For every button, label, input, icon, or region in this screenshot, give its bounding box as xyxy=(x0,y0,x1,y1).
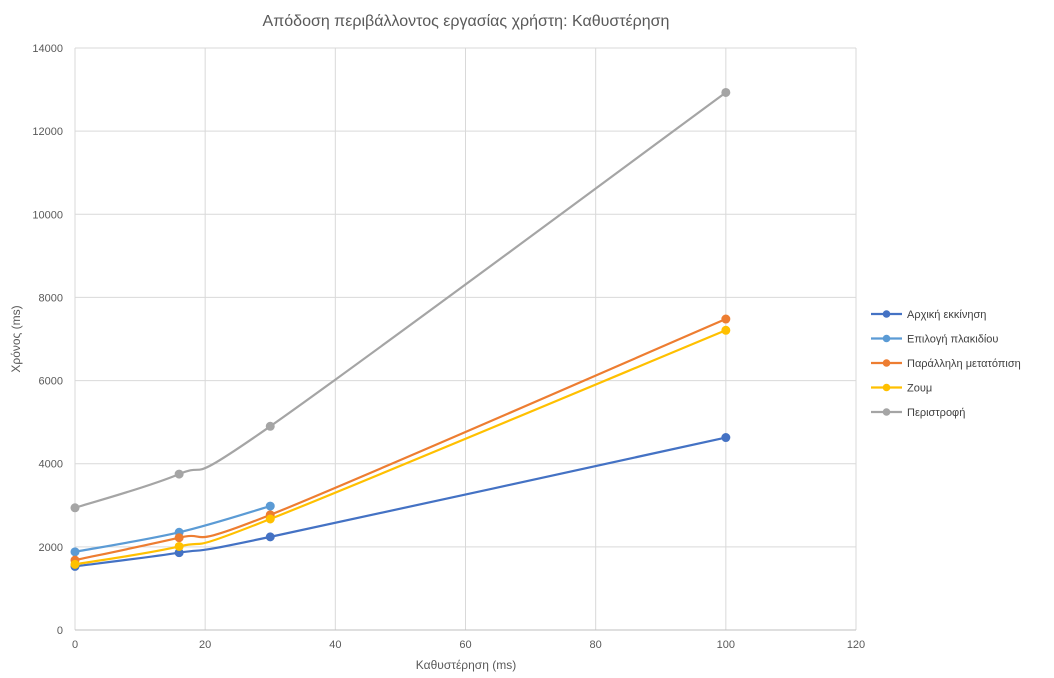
data-point xyxy=(71,504,79,512)
series-line xyxy=(75,330,726,564)
series-line xyxy=(75,92,726,507)
data-point xyxy=(266,533,274,541)
data-point xyxy=(722,88,730,96)
legend-label: Παράλληλη μετατόπιση xyxy=(907,358,1021,370)
series-line xyxy=(75,319,726,560)
y-tick-label: 0 xyxy=(57,625,63,637)
series-3 xyxy=(71,326,730,568)
x-axis-title: Καθυστέρηση (ms) xyxy=(416,658,516,672)
y-tick-label: 14000 xyxy=(32,43,63,55)
legend-item: Περιστροφή xyxy=(871,407,965,419)
y-tick-label: 10000 xyxy=(32,209,63,221)
x-tick-label: 60 xyxy=(459,639,471,651)
legend-label: Αρχική εκκίνηση xyxy=(907,309,986,321)
data-point xyxy=(722,315,730,323)
data-point xyxy=(266,515,274,523)
grid xyxy=(75,48,856,630)
y-tick-label: 8000 xyxy=(39,292,63,304)
y-tick-label: 6000 xyxy=(39,376,63,388)
legend-marker xyxy=(883,359,891,367)
x-tick-label: 100 xyxy=(717,639,735,651)
x-tick-label: 120 xyxy=(847,639,865,651)
x-tick-label: 80 xyxy=(590,639,602,651)
legend-marker xyxy=(883,408,891,416)
x-tick-label: 20 xyxy=(199,639,211,651)
y-axis-ticks: 0 2000 4000 6000 8000 10000 12000 14000 xyxy=(32,43,63,637)
series-0 xyxy=(71,434,730,571)
y-axis-title: Χρόνος (ms) xyxy=(9,305,23,372)
data-point xyxy=(175,542,183,550)
legend-label: Περιστροφή xyxy=(907,407,965,419)
x-axis-ticks: 0 20 40 60 80 100 120 xyxy=(72,639,865,651)
legend-item: Ζουμ xyxy=(871,383,932,395)
y-tick-label: 4000 xyxy=(39,459,63,471)
legend-item: Αρχική εκκίνηση xyxy=(871,309,986,321)
series-line xyxy=(75,506,270,552)
legend-marker xyxy=(883,310,891,318)
y-tick-label: 12000 xyxy=(32,126,63,138)
legend-item: Επιλογή πλακιδίου xyxy=(871,334,998,346)
legend-label: Επιλογή πλακιδίου xyxy=(907,334,998,346)
legend-item: Παράλληλη μετατόπιση xyxy=(871,358,1021,370)
data-point xyxy=(71,548,79,556)
data-point xyxy=(722,434,730,442)
legend: Αρχική εκκίνηση Επιλογή πλακιδίου Παράλληλ… xyxy=(871,309,1021,419)
series-2 xyxy=(71,315,730,564)
legend-label: Ζουμ xyxy=(907,383,932,395)
legend-marker xyxy=(883,335,891,343)
series-layer xyxy=(71,88,730,570)
data-point xyxy=(71,560,79,568)
data-point xyxy=(722,326,730,334)
data-point xyxy=(266,422,274,430)
data-point xyxy=(175,534,183,542)
series-4 xyxy=(71,88,730,511)
x-tick-label: 40 xyxy=(329,639,341,651)
x-tick-label: 0 xyxy=(72,639,78,651)
chart-title: Απόδοση περιβάλλοντος εργασίας χρήστη: Κ… xyxy=(263,13,670,30)
y-tick-label: 2000 xyxy=(39,542,63,554)
data-point xyxy=(266,502,274,510)
data-point xyxy=(175,470,183,478)
legend-marker xyxy=(883,384,891,392)
